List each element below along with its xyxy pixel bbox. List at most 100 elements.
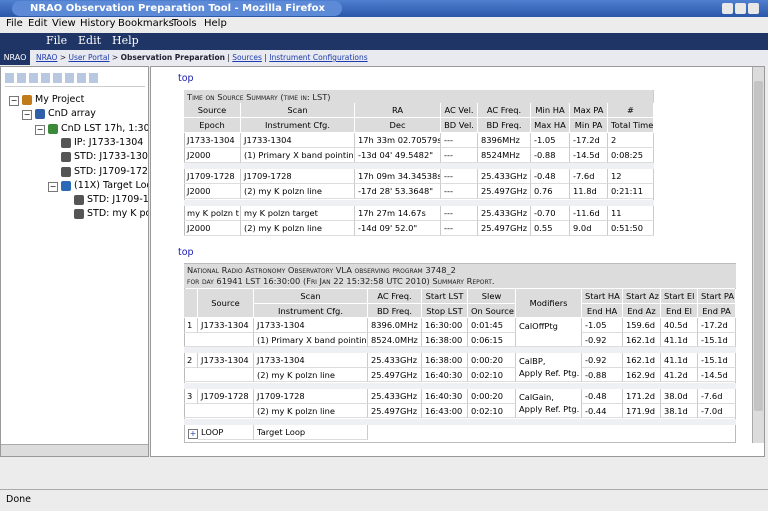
table-cell: 9.0d: [570, 221, 608, 236]
column-header: RA: [355, 103, 441, 118]
column-header: [184, 289, 198, 318]
table-cell: -14.5d: [570, 148, 608, 163]
expander[interactable]: −: [35, 124, 45, 135]
top-link[interactable]: top: [178, 73, 194, 84]
table-cell: 8396.0MHz: [368, 318, 422, 333]
h-scrollbar[interactable]: [1, 444, 148, 456]
table-cell: 11: [608, 206, 654, 221]
expand-loop[interactable]: +: [188, 429, 198, 439]
menu-item[interactable]: File: [46, 34, 68, 47]
breadcrumb-item[interactable]: Instrument Configurations: [269, 53, 368, 62]
table-cell: 38.0d: [661, 389, 698, 404]
table-cell: my K polzn t: [184, 206, 241, 221]
tree-node[interactable]: STD: J1709-1728: [74, 165, 149, 177]
tree-node[interactable]: CnD LST 17h, 1:30:: [61, 122, 149, 134]
separator: >: [59, 53, 67, 62]
menu-item[interactable]: File: [6, 18, 23, 29]
expander[interactable]: −: [22, 110, 32, 121]
loop-scan: Target Loop: [254, 425, 368, 440]
column-header: Max HA: [531, 118, 570, 133]
tree-node[interactable]: My Project: [35, 94, 85, 105]
window-title: NRAO Observation Preparation Tool - Mozi…: [12, 1, 342, 16]
row-gap: [184, 200, 654, 206]
column-header: Start El: [661, 289, 698, 304]
tree-node[interactable]: IP: J1733-1304: [74, 136, 144, 148]
column-header: Start LST: [422, 289, 468, 304]
expander[interactable]: −: [9, 96, 19, 106]
tree-node[interactable]: CnD array: [48, 108, 96, 120]
tree-node[interactable]: STD: J1733-1304: [74, 151, 149, 163]
column-header: AC Freq.: [368, 289, 422, 304]
column-header: Min HA: [531, 103, 570, 118]
node-icon: [48, 123, 58, 134]
table-cell: 16:38:00: [422, 333, 468, 347]
logo[interactable]: NRAO: [0, 33, 30, 65]
table-cell: 41.2d: [661, 368, 698, 382]
table-cell: -1.05: [582, 318, 623, 333]
table-cell: 8396MHz: [478, 133, 531, 148]
table-cell: -0.48: [582, 389, 623, 404]
app-menu: File Edit Help: [0, 33, 768, 50]
table-title: Time on Source Summary (time in: LST): [184, 90, 654, 103]
top-link[interactable]: top: [178, 247, 194, 258]
table-cell: (2) my K polzn line: [254, 368, 368, 382]
table-cell: 2: [184, 353, 198, 368]
table-cell: -17d 28' 53.3648": [355, 184, 441, 199]
node-icon: [74, 195, 84, 206]
table-cell: (2) my K polzn line: [254, 404, 368, 418]
table-cell: 8524.0MHz: [368, 333, 422, 347]
table-cell: J1733-1304: [184, 133, 241, 148]
menu-item[interactable]: Tools: [172, 18, 197, 29]
menu-item[interactable]: Bookmarks: [118, 18, 174, 29]
table-cell: 11.8d: [570, 184, 608, 199]
table-cell: J1733-1304: [254, 353, 368, 368]
table-cell: ---: [441, 169, 478, 184]
node-icon: [61, 137, 71, 148]
tree-panel: − My Project − CnD array − CnD LST 17h, 1:30:…: [0, 66, 149, 457]
table-cell: J2000: [184, 148, 241, 163]
menu-item[interactable]: Edit: [78, 34, 102, 47]
modifiers-cell: CalOffPtg: [516, 318, 582, 347]
table-cell: J2000: [184, 184, 241, 199]
breadcrumb-item[interactable]: User Portal: [68, 53, 110, 62]
column-header: Start PA: [698, 289, 736, 304]
table-cell: -13d 04' 49.5482": [355, 148, 441, 163]
table-cell: [184, 404, 254, 418]
separator: |: [227, 53, 230, 62]
modifier: CalOffPtg: [519, 321, 558, 331]
column-header: Instrument Cfg.: [254, 304, 368, 318]
tree-node[interactable]: (11X) Target Loo: [74, 179, 149, 191]
separator: |: [264, 53, 267, 62]
table-cell: 171.9d: [623, 404, 661, 418]
breadcrumb-item[interactable]: NRAO: [36, 53, 58, 62]
row-gap: [184, 419, 736, 425]
breadcrumb-item[interactable]: Sources: [232, 53, 262, 62]
expander[interactable]: −: [48, 181, 58, 192]
menu-item[interactable]: Edit: [28, 18, 48, 29]
column-header: Scan: [254, 289, 368, 304]
tree-node[interactable]: STD: my K pol: [87, 208, 149, 220]
menu-item[interactable]: History: [80, 18, 116, 29]
v-scrollbar[interactable]: [752, 67, 764, 443]
table-cell: 25.433GHz: [478, 169, 531, 184]
column-header: End HA: [582, 304, 623, 318]
column-header: Start HA: [582, 289, 623, 304]
table-cell: 17h 27m 14.67s: [355, 206, 441, 221]
menu-item[interactable]: Help: [204, 18, 227, 29]
tree-node[interactable]: STD: J1709-17: [87, 194, 149, 206]
table-cell: 25.433GHz: [368, 389, 422, 404]
table-cell: 2: [608, 133, 654, 148]
column-header: Source: [198, 289, 254, 318]
modifier: CalBP,: [519, 356, 546, 366]
table-cell: -17.2d: [698, 318, 736, 333]
column-header: AC Vel.: [441, 103, 478, 118]
column-header: On Source: [468, 304, 516, 318]
table-cell: 0:51:50: [608, 221, 654, 236]
table-cell: -14.5d: [698, 368, 736, 382]
menu-item[interactable]: Help: [112, 34, 139, 47]
menu-item[interactable]: View: [52, 18, 76, 29]
window-controls[interactable]: [722, 3, 764, 14]
column-header: Source: [184, 103, 241, 118]
table-cell: 0:02:10: [468, 404, 516, 418]
node-icon: [61, 152, 71, 163]
